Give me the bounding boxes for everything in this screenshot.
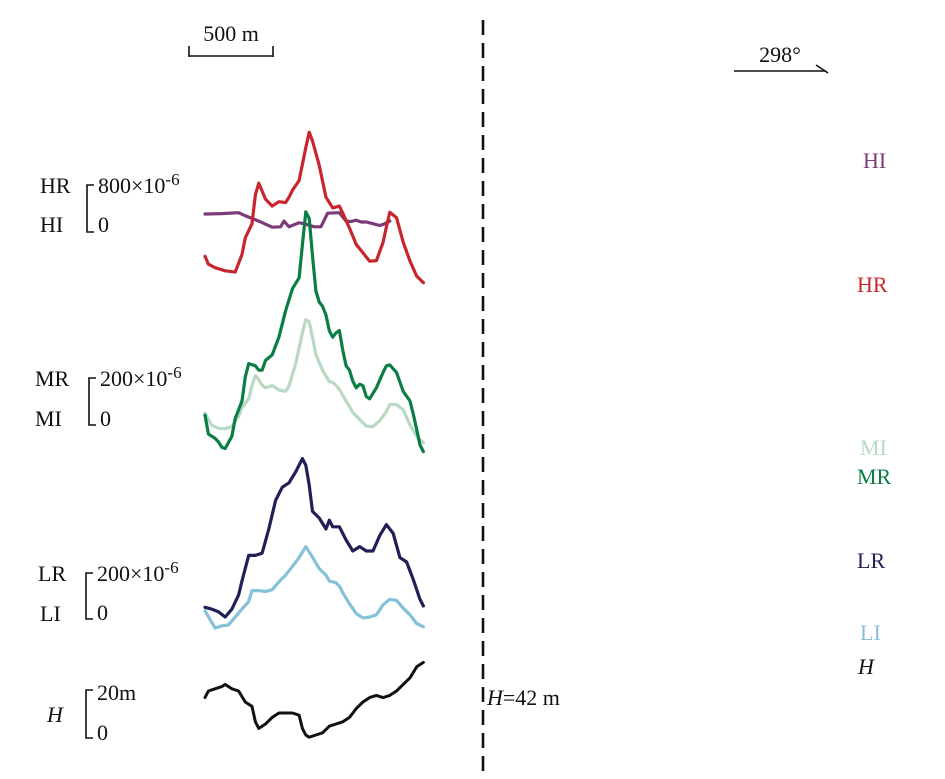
series-line-li <box>203 545 425 630</box>
scale-zero-height: 0 <box>97 720 108 745</box>
series-label-lr: LR <box>857 548 885 573</box>
series-label-mi: MI <box>860 435 887 460</box>
scale-zero-low: 0 <box>97 600 108 625</box>
series-line-lr <box>203 457 425 619</box>
scale-label-hr: HR <box>40 173 71 198</box>
series-line-mi <box>203 318 425 445</box>
scale-zero-high: 0 <box>98 212 109 237</box>
scale-legend-low: LR LI 200×10-6 0 <box>38 558 179 626</box>
direction-arrow: 298° <box>734 42 829 74</box>
series-layer: HI HR MI MR LI LR H <box>203 130 892 739</box>
scale-max-mid: 200×10-6 <box>100 363 182 391</box>
scale-max-low: 200×10-6 <box>97 558 179 586</box>
scale-max-high: 800×10-6 <box>98 170 180 198</box>
series-label-h: H <box>857 654 875 679</box>
scale-label-h: H <box>46 702 64 727</box>
scale-label-lr: LR <box>38 561 66 586</box>
scale-bar-label: 500 m <box>203 21 259 46</box>
scale-zero-mid: 0 <box>100 406 111 431</box>
scale-label-li: LI <box>40 601 61 626</box>
direction-label: 298° <box>759 42 801 67</box>
scale-label-hi: HI <box>40 212 63 237</box>
scale-bar: 500 m <box>188 21 274 57</box>
marker-label-val: =42 m <box>503 685 560 710</box>
series-line-h <box>203 660 425 739</box>
marker-label-var: H <box>486 685 504 710</box>
scale-label-mr: MR <box>35 366 70 391</box>
series-label-hi: HI <box>863 148 886 173</box>
scale-legend-mid: MR MI 200×10-6 0 <box>35 363 182 431</box>
series-label-hr: HR <box>857 272 888 297</box>
scale-max-height: 20m <box>97 680 136 705</box>
marker-label: H=42 m <box>486 685 560 710</box>
scale-label-mi: MI <box>35 406 62 431</box>
series-label-li: LI <box>860 620 881 645</box>
series-line-hr <box>203 130 425 285</box>
scale-legend-height: H 20m 0 <box>46 680 136 745</box>
series-line-mr <box>203 210 425 454</box>
series-label-mr: MR <box>857 464 892 489</box>
series-line-hi <box>203 211 392 229</box>
scale-legend-high: HR HI 800×10-6 0 <box>40 170 180 237</box>
